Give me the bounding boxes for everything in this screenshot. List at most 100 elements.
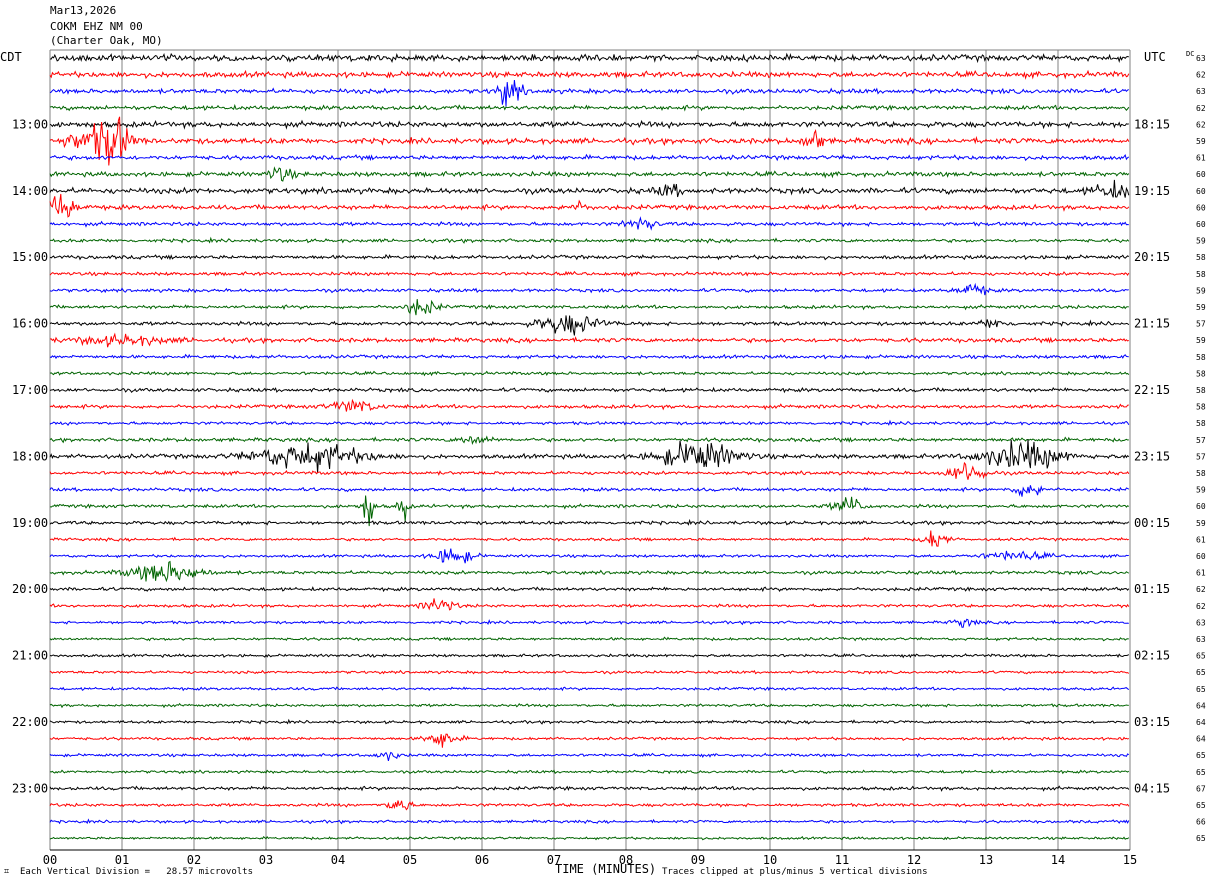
x-tick-label-02: 02 <box>187 853 201 867</box>
dc-offset-label-27: 60 <box>1196 502 1206 511</box>
right-hour-label-0215: 02:15 <box>1134 649 1170 663</box>
x-tick-label-15: 15 <box>1123 853 1137 867</box>
trace-line-8 <box>49 179 1130 198</box>
left-hour-label-1700: 17:00 <box>12 383 48 397</box>
trace-line-10 <box>49 216 1129 231</box>
trace-line-40 <box>49 718 1129 725</box>
left-hour-label-2200: 22:00 <box>12 715 48 729</box>
dc-offset-label-6: 61 <box>1196 154 1206 163</box>
dc-offset-label-44: 67 <box>1196 784 1206 793</box>
dc-offset-label-35: 63 <box>1196 635 1206 644</box>
trace-line-13 <box>49 270 1130 278</box>
dc-offset-label-25: 58 <box>1196 469 1206 478</box>
right-hour-label-0015: 00:15 <box>1134 516 1170 530</box>
dc-header-label: DC <box>1186 50 1194 58</box>
trace-line-17 <box>49 332 1129 348</box>
dc-offset-label-4: 62 <box>1196 120 1206 129</box>
dc-offset-label-1: 62 <box>1196 71 1206 80</box>
trace-line-9 <box>49 193 1130 218</box>
x-tick-label-10: 10 <box>763 853 777 867</box>
trace-line-33 <box>49 598 1130 611</box>
trace-line-4 <box>49 119 1129 130</box>
left-hour-label-1500: 15:00 <box>12 250 48 264</box>
left-hour-label-1600: 16:00 <box>12 317 48 331</box>
trace-line-45 <box>49 800 1130 811</box>
trace-line-30 <box>49 548 1129 564</box>
x-tick-label-03: 03 <box>259 853 273 867</box>
trace-line-21 <box>49 398 1129 412</box>
trace-line-24 <box>49 439 1130 474</box>
trace-line-0 <box>49 52 1129 64</box>
trace-line-27 <box>49 495 1130 527</box>
right-hour-label-1915: 19:15 <box>1134 184 1170 198</box>
corner-mark: ⌗ <box>4 867 10 877</box>
left-hour-label-1800: 18:00 <box>12 449 48 463</box>
dc-offset-label-41: 64 <box>1196 735 1206 744</box>
right-hour-label-0115: 01:15 <box>1134 582 1170 596</box>
dc-offset-label-26: 59 <box>1196 486 1206 495</box>
dc-offset-label-34: 63 <box>1196 618 1206 627</box>
trace-line-12 <box>49 253 1130 261</box>
trace-line-37 <box>49 669 1130 675</box>
x-tick-label-09: 09 <box>691 853 705 867</box>
x-tick-label-00: 00 <box>43 853 57 867</box>
x-tick-label-04: 04 <box>331 853 345 867</box>
left-hour-label-1300: 13:00 <box>12 117 48 131</box>
dc-offset-label-11: 59 <box>1196 237 1206 246</box>
clip-note: Traces clipped at plus/minus 5 vertical … <box>662 867 928 877</box>
dc-offset-label-17: 59 <box>1196 336 1206 345</box>
right-hour-label-0415: 04:15 <box>1134 781 1170 795</box>
trace-line-16 <box>49 315 1130 336</box>
trace-line-3 <box>49 103 1130 112</box>
dc-offset-label-23: 57 <box>1196 436 1206 445</box>
vertical-division-note: Each Vertical Division = 28.57 microvolt… <box>20 867 253 877</box>
dc-offset-label-21: 58 <box>1196 403 1206 412</box>
dc-offset-label-37: 65 <box>1196 668 1206 677</box>
trace-line-20 <box>49 386 1129 394</box>
left-hour-label-2000: 20:00 <box>12 582 48 596</box>
x-tick-label-11: 11 <box>835 853 849 867</box>
dc-offset-label-38: 65 <box>1196 685 1206 694</box>
dc-offset-label-19: 58 <box>1196 369 1206 378</box>
left-hour-label-1400: 14:00 <box>12 184 48 198</box>
dc-offset-label-28: 59 <box>1196 519 1206 528</box>
trace-line-1 <box>49 69 1130 80</box>
left-hour-label-2100: 21:00 <box>12 649 48 663</box>
x-tick-label-12: 12 <box>907 853 921 867</box>
trace-line-47 <box>49 835 1130 841</box>
trace-line-39 <box>49 702 1129 709</box>
trace-line-28 <box>49 518 1130 527</box>
grid-lines <box>49 49 1131 851</box>
trace-line-46 <box>49 818 1130 825</box>
dc-offset-label-22: 58 <box>1196 419 1206 428</box>
trace-line-19 <box>49 370 1130 377</box>
station-location: (Charter Oak, MO) <box>50 34 163 47</box>
x-tick-label-08: 08 <box>619 853 633 867</box>
dc-offset-label-0: 63 <box>1196 54 1206 63</box>
dc-offset-label-18: 58 <box>1196 353 1206 362</box>
x-tick-label-07: 07 <box>547 853 561 867</box>
left-hour-label-2300: 23:00 <box>12 781 48 795</box>
dc-offset-label-40: 64 <box>1196 718 1206 727</box>
dc-offset-label-30: 60 <box>1196 552 1206 561</box>
axis-labels: 00 01 02 03 04 05 06 07 08 09 10 11 12 13 14 15 63 62 63 62… <box>0 50 1206 867</box>
trace-line-11 <box>49 236 1130 244</box>
dc-offset-label-47: 65 <box>1196 834 1206 843</box>
dc-offset-label-45: 65 <box>1196 801 1206 810</box>
trace-line-38 <box>50 686 1130 692</box>
dc-offset-label-32: 62 <box>1196 585 1206 594</box>
dc-offset-label-9: 60 <box>1196 203 1206 212</box>
dc-offset-label-7: 60 <box>1196 170 1206 179</box>
trace-line-44 <box>49 785 1130 792</box>
dc-offset-label-39: 64 <box>1196 701 1206 710</box>
dc-offset-label-13: 58 <box>1196 270 1206 279</box>
trace-line-15 <box>49 299 1129 316</box>
trace-line-14 <box>49 282 1129 296</box>
x-axis-title: TIME (MINUTES) <box>555 862 657 876</box>
dc-offset-label-2: 63 <box>1196 87 1206 96</box>
trace-line-35 <box>49 636 1129 642</box>
trace-line-25 <box>49 461 1130 480</box>
dc-offset-label-16: 57 <box>1196 320 1206 329</box>
dc-offset-label-12: 58 <box>1196 253 1206 262</box>
trace-line-26 <box>49 485 1130 497</box>
